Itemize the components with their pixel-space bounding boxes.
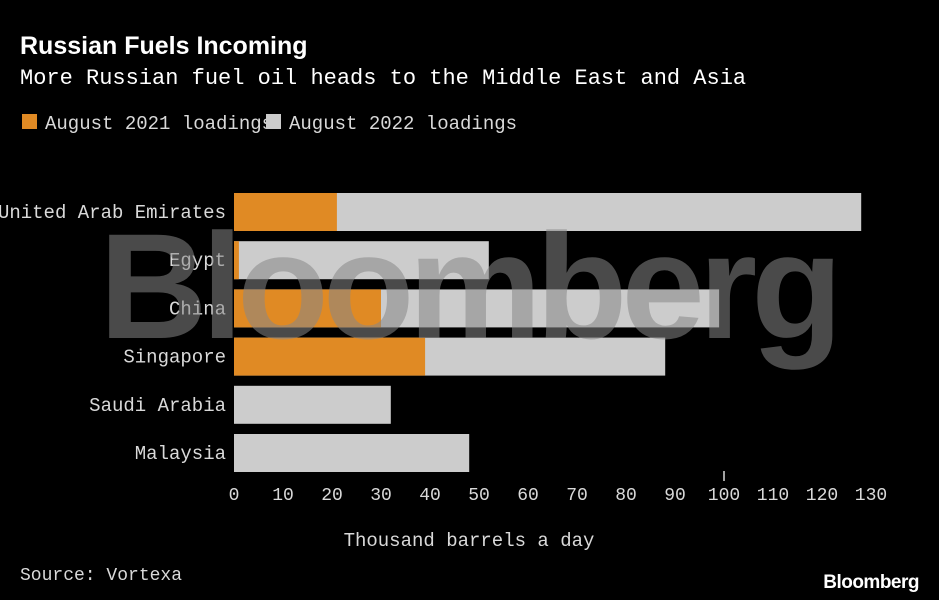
x-tick-label-80: 80 xyxy=(615,486,637,506)
chart-subtitle: More Russian fuel oil heads to the Middl… xyxy=(20,66,746,91)
x-axis: 0 10 20 30 40 50 60 70 80 90 100 110 120 130 xyxy=(229,471,887,506)
category-labels: United Arab Emirates Egypt China Singapore S… xyxy=(0,202,226,465)
chart-title: Russian Fuels Incoming xyxy=(20,32,308,60)
bar-egypt-2022 xyxy=(234,241,489,280)
x-tick-label-50: 50 xyxy=(468,486,490,506)
bar-saudi-arabia-2022 xyxy=(234,385,391,424)
x-tick-label-0: 0 xyxy=(229,486,240,506)
bar-malaysia-2022 xyxy=(234,434,470,472)
category-label-saudi-arabia: Saudi Arabia xyxy=(89,395,226,417)
x-tick-label-10: 10 xyxy=(272,486,294,506)
x-tick-label-60: 60 xyxy=(517,486,539,506)
bar-united-arab-emirates-2022 xyxy=(234,193,862,231)
category-label-china: China xyxy=(169,298,226,320)
bar-egypt-2021 xyxy=(234,241,239,280)
bars-layer xyxy=(234,193,862,472)
bar-united-arab-emirates-2021 xyxy=(234,193,337,231)
legend-label-2021: August 2021 loadings xyxy=(45,113,273,135)
bloomberg-brand-logo: Bloomberg xyxy=(823,572,919,593)
x-tick-label-110: 110 xyxy=(757,486,789,506)
x-tick-label-20: 20 xyxy=(321,486,343,506)
x-tick-label-120: 120 xyxy=(806,486,838,506)
x-tick-label-40: 40 xyxy=(419,486,441,506)
legend-label-2022: August 2022 loadings xyxy=(289,113,517,135)
source-note: Source: Vortexa xyxy=(20,566,182,586)
x-tick-label-100: 100 xyxy=(708,486,740,506)
x-tick-label-30: 30 xyxy=(370,486,392,506)
bar-china-2021 xyxy=(234,289,381,328)
category-label-singapore: Singapore xyxy=(123,347,226,369)
x-tick-label-90: 90 xyxy=(664,486,686,506)
watermark-logo: Bloomberg xyxy=(99,202,837,370)
legend-swatch-2022 xyxy=(266,114,281,129)
legend: August 2021 loadings August 2022 loading… xyxy=(22,113,517,135)
category-label-egypt: Egypt xyxy=(169,250,226,272)
category-label-united-arab-emirates: United Arab Emirates xyxy=(0,202,226,224)
legend-swatch-2021 xyxy=(22,114,37,129)
x-tick-label-130: 130 xyxy=(855,486,887,506)
bar-singapore-2021 xyxy=(234,337,426,376)
x-axis-label: Thousand barrels a day xyxy=(344,530,595,552)
x-tick-label-70: 70 xyxy=(566,486,588,506)
category-label-malaysia: Malaysia xyxy=(135,443,226,465)
